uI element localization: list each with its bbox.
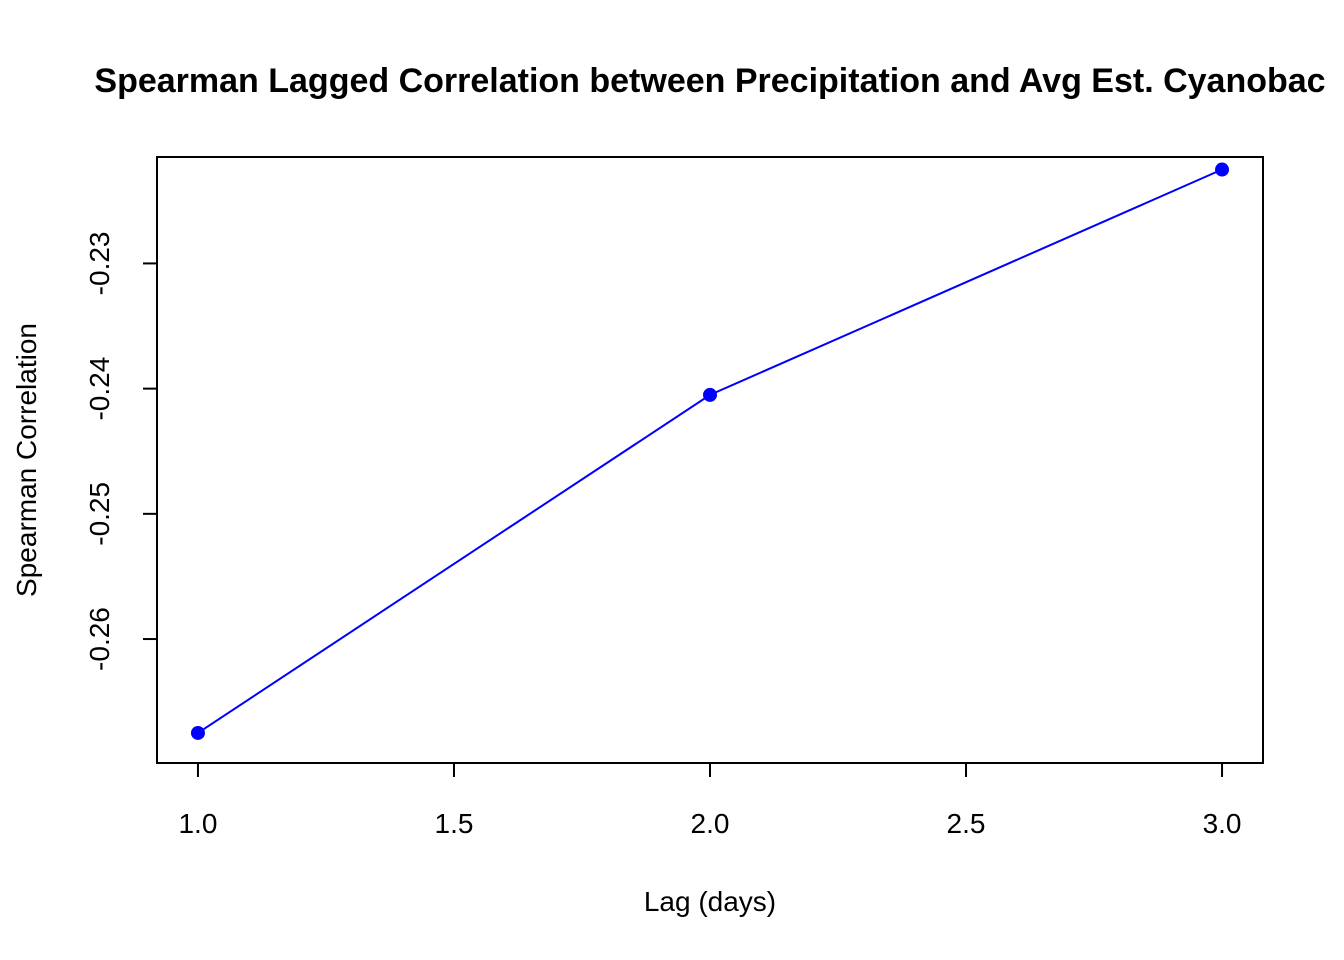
x-tick-label: 2.5 — [947, 808, 986, 839]
series-line — [197, 168, 1223, 734]
y-tick-label: -0.24 — [84, 357, 115, 421]
x-tick-label: 1.0 — [178, 808, 217, 839]
x-tick-label: 3.0 — [1203, 808, 1242, 839]
chart-title: Spearman Lagged Correlation between Prec… — [94, 62, 1325, 100]
data-point — [190, 725, 205, 740]
series — [190, 162, 1230, 740]
y-tick-label: -0.23 — [84, 232, 115, 296]
x-axis: 1.0 1.5 2.0 2.5 3.0 — [178, 762, 1242, 839]
data-point — [703, 387, 717, 402]
x-tick-label: 2.0 — [691, 808, 730, 839]
x-axis-label: Lag (days) — [644, 886, 776, 917]
data-point — [1215, 162, 1230, 177]
plot-frame — [156, 156, 1264, 764]
y-axis-label: Spearman Correlation — [11, 323, 42, 597]
y-tick-label: -0.25 — [84, 482, 115, 546]
y-axis: -0.26 -0.25 -0.24 -0.23 — [84, 232, 158, 671]
y-tick-label: -0.26 — [84, 607, 115, 671]
x-tick-label: 1.5 — [435, 808, 474, 839]
